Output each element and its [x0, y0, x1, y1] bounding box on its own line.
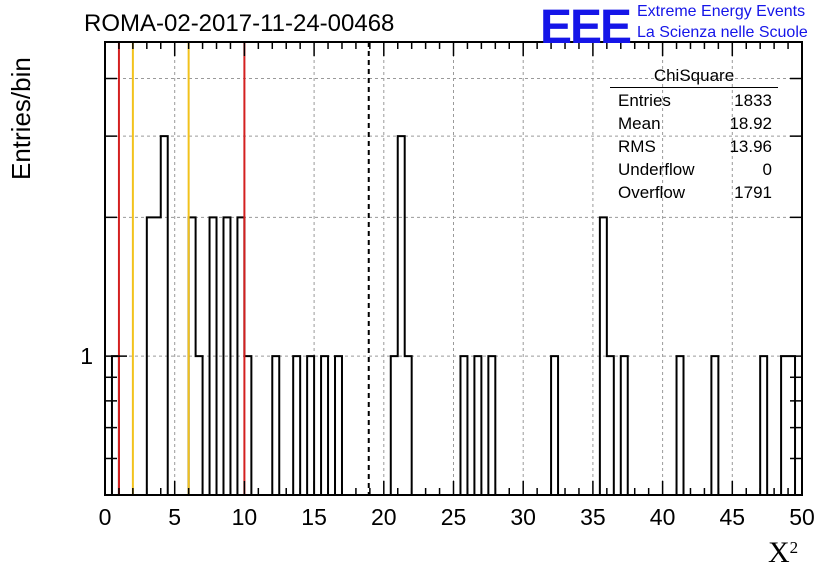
histogram-bin — [405, 356, 412, 495]
histogram-bin — [711, 356, 718, 495]
histogram-bin — [781, 356, 788, 495]
histogram-bin — [244, 356, 251, 495]
stats-label: Entries — [618, 91, 671, 110]
stats-row-mean: Mean 18.92 — [610, 114, 778, 137]
histogram-bin — [189, 217, 196, 495]
stats-value: 13.96 — [729, 137, 772, 156]
stats-label: Mean — [618, 114, 661, 133]
histogram-bin — [210, 217, 217, 495]
x-tick-label: 50 — [789, 504, 815, 530]
histogram-bin — [488, 356, 495, 495]
y-tick-label: 1 — [80, 343, 93, 369]
x-tick-label: 40 — [650, 504, 676, 530]
stats-label: Underflow — [618, 160, 695, 179]
histogram-bin — [223, 217, 230, 495]
histogram-bin — [237, 217, 244, 495]
stats-row-underflow: Underflow 0 — [610, 160, 778, 183]
x-tick-label: 5 — [168, 504, 181, 530]
x-tick-label: 45 — [720, 504, 746, 530]
eee-logo: EEE — [540, 1, 632, 54]
histogram-bin — [460, 356, 467, 495]
histogram-bin — [398, 136, 405, 495]
histogram-bin — [474, 356, 481, 495]
x-axis-label-base: X — [768, 536, 790, 569]
stats-label: Overflow — [618, 183, 686, 202]
stats-box-name: ChiSquare — [610, 66, 778, 88]
x-tick-label: 10 — [232, 504, 258, 530]
histogram-bin — [600, 217, 607, 495]
stats-row-rms: RMS 13.96 — [610, 137, 778, 160]
histogram-bin — [621, 356, 628, 495]
histogram-bin — [551, 356, 558, 495]
histogram-bin — [321, 356, 328, 495]
y-axis-label: Entries/bin — [6, 57, 36, 180]
histogram-bin — [307, 356, 314, 495]
histogram-bin — [293, 356, 300, 495]
stats-label: RMS — [618, 137, 656, 156]
histogram-bin — [161, 136, 168, 495]
x-tick-label: 25 — [441, 504, 467, 530]
x-tick-label: 30 — [510, 504, 536, 530]
histogram-bin — [607, 356, 614, 495]
tagline-secondary: La Scienza nelle Scuole — [637, 24, 808, 41]
histogram-bin — [677, 356, 684, 495]
x-tick-label: 15 — [301, 504, 327, 530]
histogram-bin — [272, 356, 279, 495]
histogram-bin — [147, 217, 154, 495]
histogram-bin — [335, 356, 342, 495]
histogram-bin — [196, 356, 203, 495]
histogram-bin — [154, 217, 161, 495]
x-axis-label-sup: 2 — [789, 538, 799, 557]
tagline-primary: Extreme Energy Events — [637, 3, 806, 20]
stats-value: 0 — [762, 160, 772, 179]
stats-value: 1833 — [734, 91, 772, 110]
stats-row-overflow: Overflow 1791 — [610, 183, 778, 206]
x-tick-label: 35 — [580, 504, 606, 530]
histogram-bin — [760, 356, 767, 495]
stats-value: 1791 — [734, 183, 772, 202]
x-axis-label: X2 — [768, 536, 798, 570]
histogram-bin — [391, 356, 398, 495]
stats-value: 18.92 — [729, 114, 772, 133]
x-tick-label: 0 — [99, 504, 112, 530]
chart-title: ROMA-02-2017-11-24-00468 — [84, 10, 395, 37]
stats-box: ChiSquare Entries 1833 Mean 18.92 RMS 13.96… — [610, 66, 778, 206]
stats-row-entries: Entries 1833 — [610, 91, 778, 114]
x-tick-label: 20 — [371, 504, 397, 530]
